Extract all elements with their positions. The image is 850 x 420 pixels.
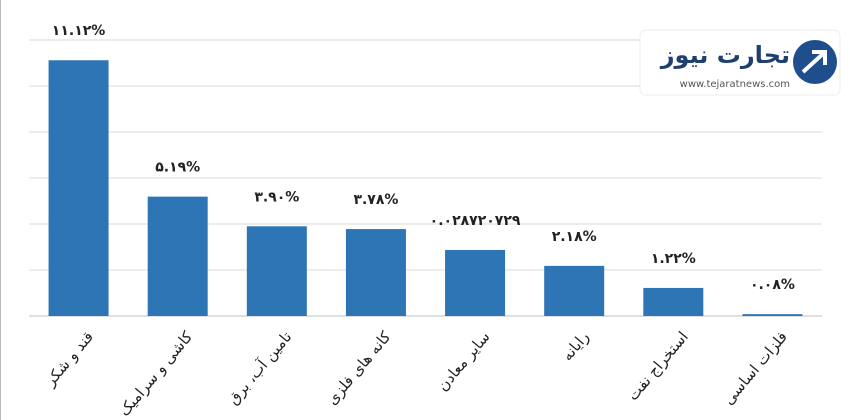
bar	[544, 265, 605, 316]
value-label: ۰.۰۸%	[750, 277, 795, 293]
value-label: ۱۱.۱۲%	[52, 23, 106, 39]
watermark-arrow	[801, 50, 827, 74]
value-label: ۳.۷۸%	[353, 192, 398, 208]
bar	[147, 196, 208, 316]
bar	[742, 314, 803, 316]
value-label: ۱.۲۲%	[651, 251, 696, 267]
bar	[48, 60, 109, 316]
bar	[643, 287, 704, 316]
bar	[246, 226, 307, 316]
watermark-box	[639, 29, 841, 96]
value-label: ۵.۱۹%	[155, 160, 200, 176]
bar	[345, 229, 406, 316]
bar	[445, 249, 506, 316]
watermark-name: تجارت نیوز	[660, 41, 790, 69]
value-label: ۳.۹۰%	[254, 189, 299, 205]
value-label: ۰.۰۲۸۷۲۰۷۲۹	[430, 213, 521, 229]
watermark: تجارت نیوز www.tejaratnews.com	[639, 29, 841, 96]
watermark-url: www.tejaratnews.com	[680, 79, 790, 90]
value-label: ۲.۱۸%	[552, 229, 597, 245]
